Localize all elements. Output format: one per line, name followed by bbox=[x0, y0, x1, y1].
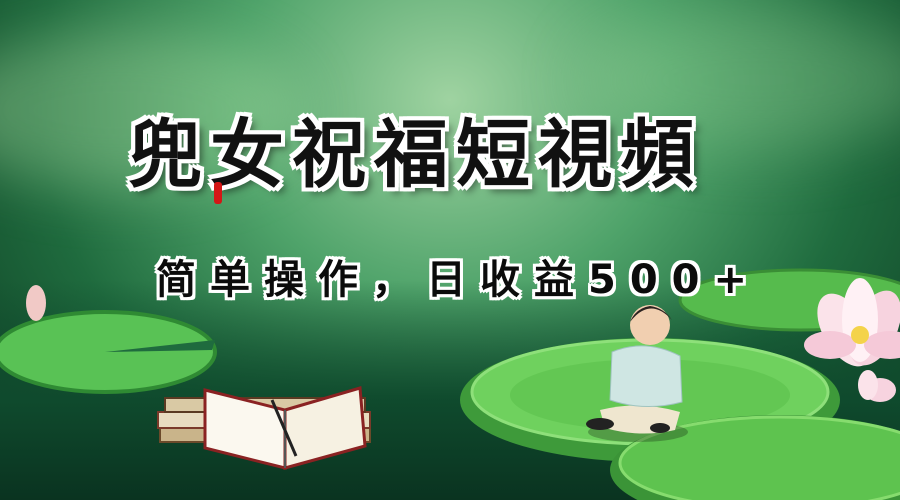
child-figure-icon bbox=[586, 305, 688, 442]
lotus-flower-icon bbox=[858, 370, 896, 402]
banner-title: 兜女祝福短視頻 bbox=[128, 112, 702, 198]
banner-subtitle: 简单操作，日收益500+ bbox=[156, 257, 762, 303]
background-blur-right bbox=[580, 10, 900, 150]
lily-pad-icon bbox=[610, 415, 900, 500]
background-blur-left bbox=[0, 30, 300, 190]
lotus-flower-icon bbox=[804, 278, 900, 367]
accent-mark bbox=[214, 182, 222, 204]
open-book-icon bbox=[157, 386, 371, 470]
lily-pad-icon bbox=[0, 310, 217, 394]
lily-pad-notch bbox=[105, 340, 215, 352]
lotus-bud-icon bbox=[26, 285, 46, 321]
